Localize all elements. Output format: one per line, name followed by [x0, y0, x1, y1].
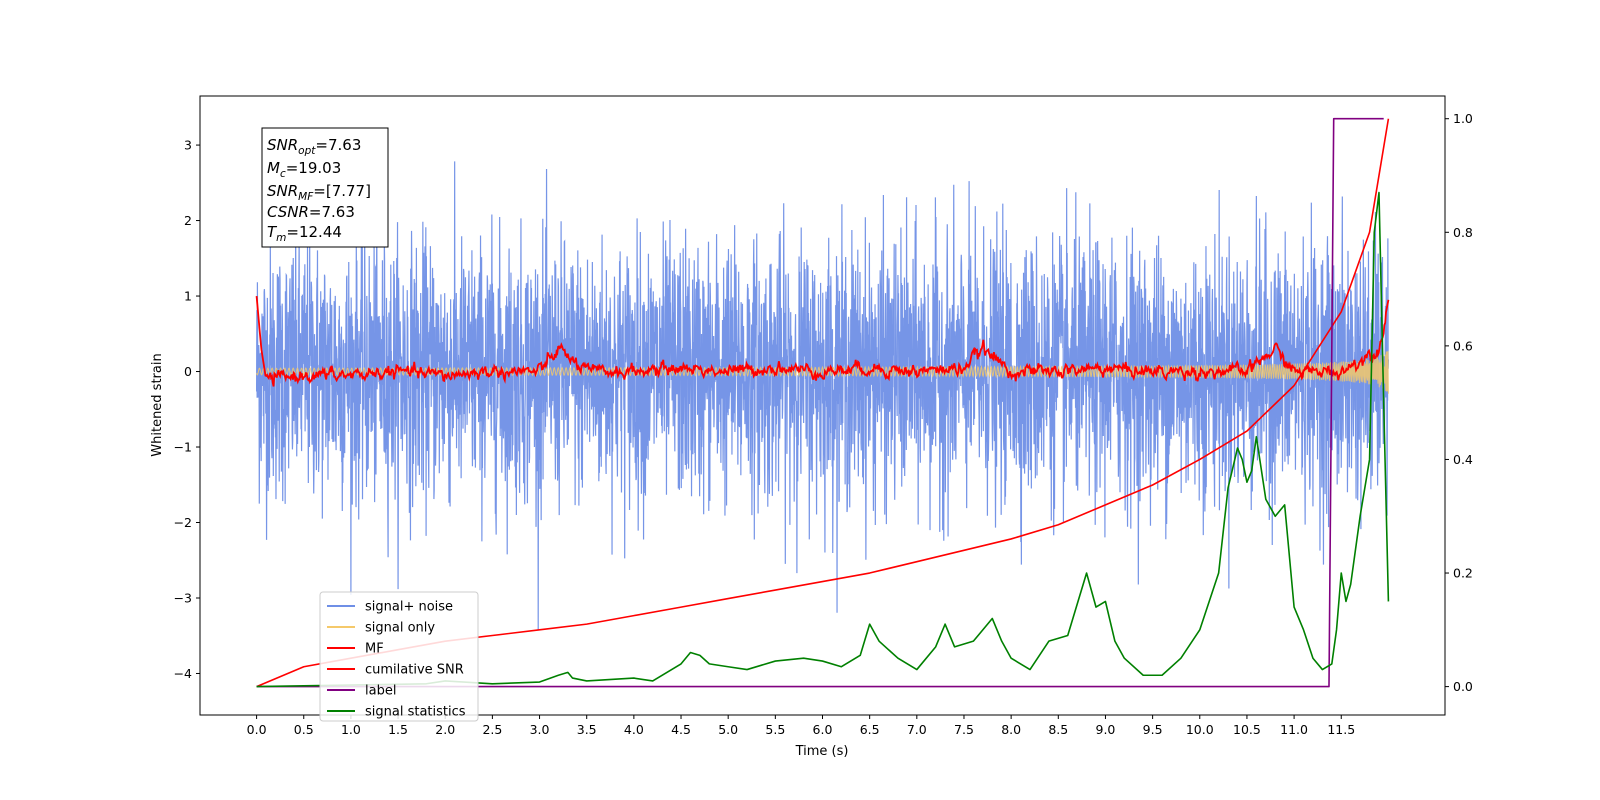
x-tick-label: 9.5	[1143, 722, 1163, 737]
x-tick-label: 2.0	[435, 722, 455, 737]
y-tick-label: 2	[184, 213, 192, 228]
x-tick-label: 5.5	[765, 722, 785, 737]
x-tick-label: 0.0	[247, 722, 267, 737]
info-tm: Tm=12.44	[267, 223, 342, 244]
y-axis-label: Whitened strain	[150, 353, 165, 456]
legend-label: signal only	[365, 621, 435, 636]
legend-frame	[319, 591, 479, 722]
x-tick-label: 8.0	[1001, 722, 1021, 737]
y2-tick-label: 0.4	[1453, 452, 1473, 467]
y-tick-label: 0	[184, 364, 192, 379]
x-axis-label: Time (s)	[795, 744, 849, 759]
x-tick-label: 1.0	[341, 722, 361, 737]
x-tick-label: 3.5	[577, 722, 597, 737]
x-tick-label: 11.5	[1327, 722, 1355, 737]
x-tick-label: 10.0	[1186, 722, 1214, 737]
x-tick-label: 7.5	[954, 722, 974, 737]
x-tick-label: 6.0	[813, 722, 833, 737]
legend-label: signal statistics	[365, 705, 466, 720]
y-tick-label: −2	[174, 515, 192, 530]
x-tick-label: 6.5	[860, 722, 880, 737]
y-tick-label: −4	[174, 666, 192, 681]
x-tick-label: 2.5	[482, 722, 502, 737]
x-tick-label: 11.0	[1280, 722, 1308, 737]
x-tick-label: 0.5	[294, 722, 314, 737]
series-signal-statistics	[256, 191, 1390, 688]
y-tick-label: −1	[174, 440, 192, 455]
y2-tick-label: 1.0	[1453, 111, 1473, 126]
x-axis: 0.0 0.5 1.0 1.5 2.0 2.5 3.0 3.5 4.0 4.5 5.0 5.5 6.0 6…	[247, 715, 1355, 737]
legend-label: cumilative SNR	[365, 663, 464, 678]
info-box: SNRopt=7.63 Mc=19.03 SNRMF=[7.77] CSNR=7…	[261, 127, 389, 248]
y-tick-label: 1	[184, 289, 192, 304]
series-label	[256, 117, 1384, 688]
x-tick-label: 4.5	[671, 722, 691, 737]
x-tick-label: 3.0	[530, 722, 550, 737]
legend-label: MF	[365, 642, 384, 657]
series-mf	[255, 295, 1390, 387]
y2-tick-label: 0.2	[1453, 566, 1473, 581]
info-snr-opt: SNRopt=7.63	[267, 136, 361, 157]
info-mc: Mc=19.03	[267, 159, 341, 180]
info-snr-mf: SNRMF=[7.77]	[267, 182, 371, 203]
y2-tick-label: 0.6	[1453, 338, 1473, 353]
info-csnr: CSNR=7.63	[267, 203, 355, 221]
x-tick-label: 7.0	[907, 722, 927, 737]
x-tick-label: 5.0	[718, 722, 738, 737]
y-axis-right: 1.0 0.8 0.6 0.4 0.2 0.0	[1445, 111, 1473, 694]
x-tick-label: 10.5	[1233, 722, 1261, 737]
legend-label: label	[365, 684, 396, 699]
y2-tick-label: 0.8	[1453, 225, 1473, 240]
legend-label: signal+ noise	[365, 600, 453, 615]
x-tick-label: 8.5	[1048, 722, 1068, 737]
x-tick-label: 4.0	[624, 722, 644, 737]
x-tick-label: 1.5	[388, 722, 408, 737]
info-box-frame	[261, 127, 389, 248]
x-tick-label: 9.0	[1096, 722, 1116, 737]
y-axis-left: 3 2 1 0 −1 −2 −3 −4	[174, 138, 200, 681]
y2-tick-label: 0.0	[1453, 679, 1473, 694]
y-tick-label: −3	[174, 590, 192, 605]
legend: signal+ noise signal only MF cumilative SNR…	[319, 591, 479, 722]
y-tick-label: 3	[184, 138, 192, 153]
series-signal-noise	[255, 161, 1390, 630]
